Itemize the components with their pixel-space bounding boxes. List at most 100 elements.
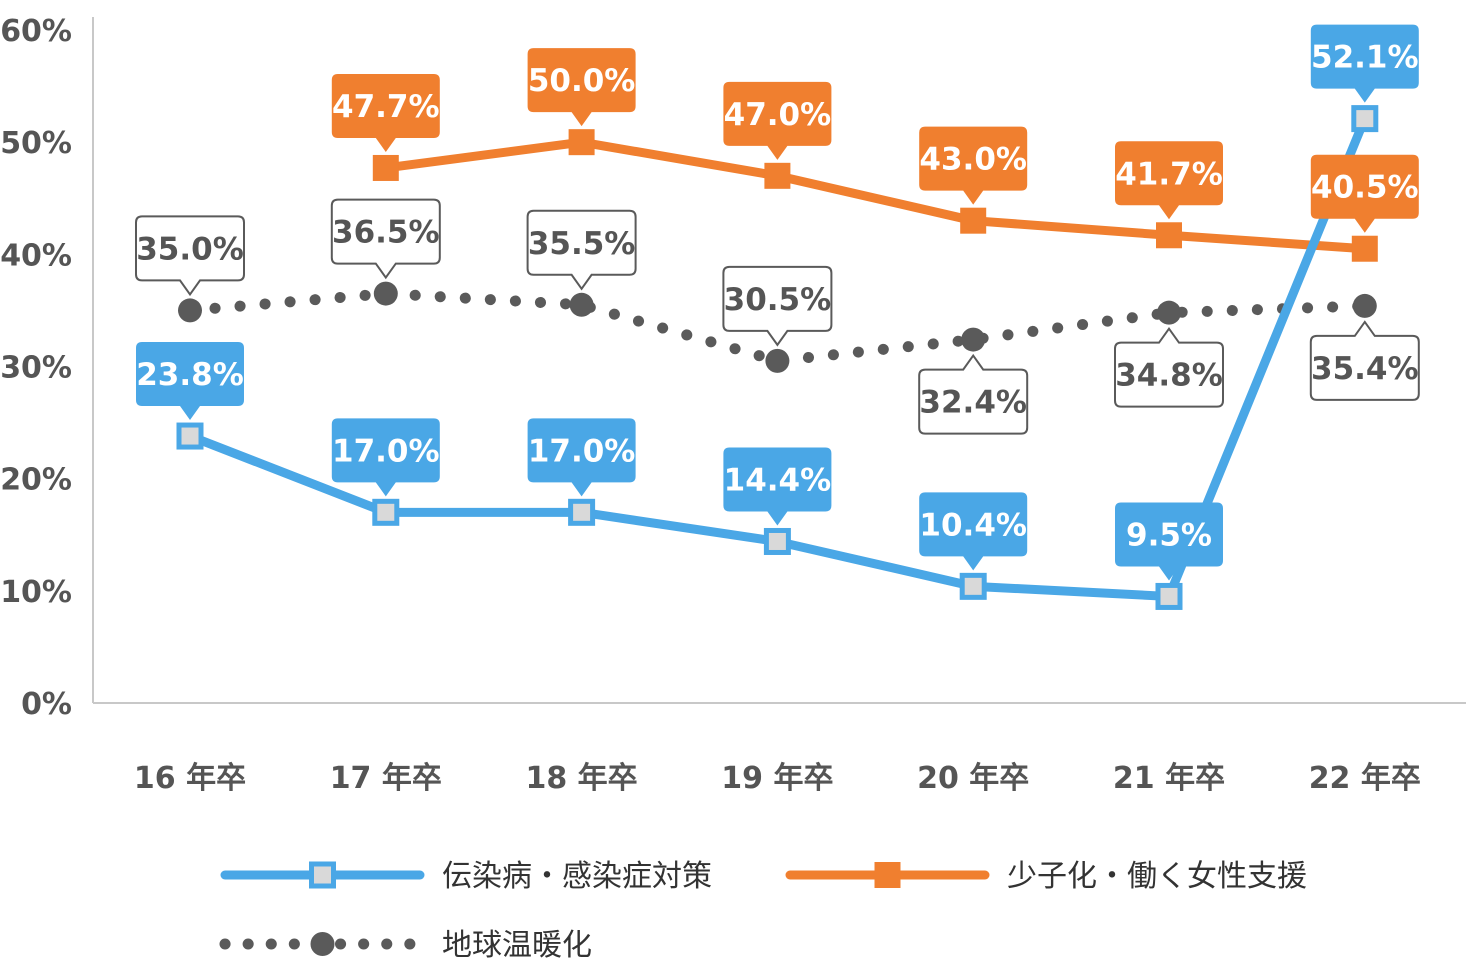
chart-series — [176, 105, 1379, 610]
x-tick-label: 16 年卒 — [134, 761, 246, 796]
data-label: 35.4% — [1309, 320, 1420, 401]
y-axis-tick-labels: 0% 10% 20% 30% 40% 50% 60% — [0, 14, 72, 722]
legend-marker — [309, 861, 336, 889]
data-label-text: 23.8% — [136, 357, 244, 393]
data-label: 41.7% — [1115, 141, 1223, 220]
data-label-box — [1115, 141, 1223, 220]
data-label-text: 47.7% — [332, 89, 440, 125]
x-tick-label: 18 年卒 — [525, 761, 637, 796]
legend-label: 地球温暖化 — [442, 928, 592, 963]
data-label-box — [1114, 326, 1224, 408]
data-label: 50.0% — [527, 48, 636, 127]
data-label: 34.8% — [1114, 326, 1224, 408]
data-label: 35.0% — [135, 215, 245, 297]
data-point — [1351, 235, 1378, 262]
data-label-text: 35.5% — [528, 226, 636, 262]
y-tick-label: 10% — [0, 575, 72, 610]
data-point — [1155, 582, 1183, 610]
data-label-box — [722, 265, 833, 347]
data-label-box — [1115, 502, 1223, 581]
data-label-box — [331, 418, 440, 497]
series-line — [385, 137, 1366, 254]
legend-item: 伝染病・感染症対策 — [220, 859, 712, 894]
data-label-text: 17.0% — [528, 433, 636, 469]
data-label-box — [331, 73, 440, 152]
series-1 — [372, 129, 1378, 262]
data-label: 30.5% — [722, 265, 833, 347]
data-label-text: 52.1% — [1311, 40, 1419, 76]
data-label-text: 17.0% — [332, 433, 440, 469]
data-point — [1351, 105, 1379, 133]
legend-label: 少子化・働く女性支援 — [1007, 859, 1307, 894]
legend-item: 少子化・働く女性支援 — [785, 859, 1307, 894]
x-axis-tick-labels: 16 年卒 17 年卒 18 年卒 19 年卒 20 年卒 21 年卒 22 年卒 — [134, 761, 1421, 796]
legend-marker — [310, 932, 335, 956]
data-label-text: 35.0% — [136, 231, 244, 267]
data-label-text: 43.0% — [919, 142, 1027, 178]
legend-item: 地球温暖化 — [219, 928, 592, 963]
data-label-box — [723, 447, 832, 526]
data-label: 9.5% — [1115, 502, 1223, 581]
data-label-box — [527, 48, 636, 127]
data-label: 52.1% — [1310, 24, 1419, 103]
legend-marker — [874, 862, 901, 888]
data-label: 14.4% — [723, 447, 832, 526]
data-label: 10.4% — [919, 492, 1028, 571]
data-label-box — [919, 492, 1028, 571]
series-2 — [178, 281, 1377, 373]
data-label-box — [1309, 320, 1420, 401]
data-point — [568, 498, 596, 526]
data-label-box — [330, 198, 441, 280]
data-point — [372, 154, 399, 181]
data-point — [178, 298, 202, 323]
data-label-text: 50.0% — [528, 63, 636, 99]
chart-data-labels: 35.0% 36.5% 35.5% 30.5% 32.4% 34.8% 35.4% 47.7%… — [135, 24, 1420, 581]
data-point — [568, 129, 595, 156]
data-label-text: 10.4% — [919, 507, 1027, 543]
data-label-box — [527, 418, 636, 497]
x-tick-label: 19 年卒 — [721, 761, 833, 796]
data-label: 47.7% — [331, 73, 440, 152]
data-label: 40.5% — [1310, 154, 1419, 233]
chart-axes — [92, 17, 1466, 704]
data-label: 32.4% — [918, 353, 1029, 435]
data-point — [961, 327, 986, 352]
data-label-box — [918, 353, 1029, 435]
data-label-box — [723, 81, 832, 160]
data-label: 17.0% — [331, 418, 440, 497]
data-label-text: 14.4% — [724, 462, 832, 498]
data-point — [764, 162, 791, 189]
data-point — [959, 572, 987, 600]
y-tick-label: 20% — [0, 463, 72, 498]
data-label-text: 32.4% — [919, 385, 1027, 421]
data-label: 35.5% — [526, 209, 637, 291]
data-label-text: 9.5% — [1126, 517, 1212, 553]
y-tick-label: 40% — [0, 238, 72, 273]
data-label: 17.0% — [527, 418, 636, 497]
y-tick-label: 30% — [0, 351, 72, 386]
data-label-text: 36.5% — [332, 215, 440, 251]
series-0 — [176, 105, 1379, 610]
data-label-box — [136, 342, 244, 421]
data-point — [176, 422, 204, 450]
x-tick-label: 17 年卒 — [330, 761, 442, 796]
legend-label: 伝染病・感染症対策 — [442, 859, 712, 894]
y-tick-label: 50% — [0, 126, 72, 161]
data-point — [1157, 300, 1181, 325]
data-point — [763, 527, 791, 555]
data-label-text: 34.8% — [1115, 358, 1223, 394]
x-tick-label: 20 年卒 — [917, 761, 1029, 796]
data-label-box — [135, 215, 245, 297]
data-label-box — [526, 209, 637, 291]
data-label-text: 30.5% — [724, 282, 832, 318]
data-label-box — [919, 126, 1028, 205]
data-point — [1156, 222, 1182, 249]
data-label: 43.0% — [919, 126, 1028, 205]
y-tick-label: 60% — [0, 14, 72, 49]
x-tick-label: 22 年卒 — [1309, 761, 1421, 796]
data-point — [569, 292, 594, 317]
data-label-text: 47.0% — [724, 97, 832, 133]
data-point — [372, 498, 400, 526]
